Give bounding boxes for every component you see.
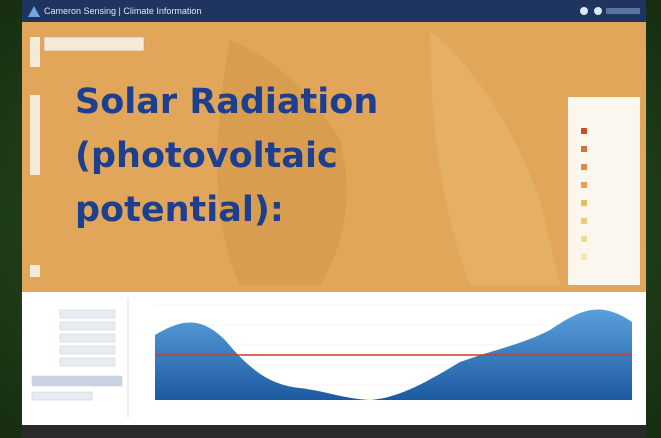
search-box[interactable] — [44, 37, 144, 51]
app-title: Cameron Sensing | Climate Information — [44, 6, 201, 16]
zoom-control[interactable] — [30, 37, 40, 67]
header-link[interactable] — [606, 8, 640, 14]
screenshot: Cameron Sensing | Climate Information So… — [0, 0, 661, 438]
header-icon[interactable] — [594, 7, 602, 15]
footer — [22, 425, 646, 438]
legend-panel — [568, 97, 640, 285]
slide-title-line: potential): — [75, 190, 284, 230]
header-icon[interactable] — [580, 7, 588, 15]
layer-button[interactable] — [30, 265, 40, 277]
slide-title-line: (photovoltaic — [75, 136, 338, 176]
slide-title-line: Solar Radiation — [75, 82, 378, 122]
toolbar[interactable] — [30, 95, 40, 175]
page: Cameron Sensing | Climate Information So… — [0, 0, 661, 438]
